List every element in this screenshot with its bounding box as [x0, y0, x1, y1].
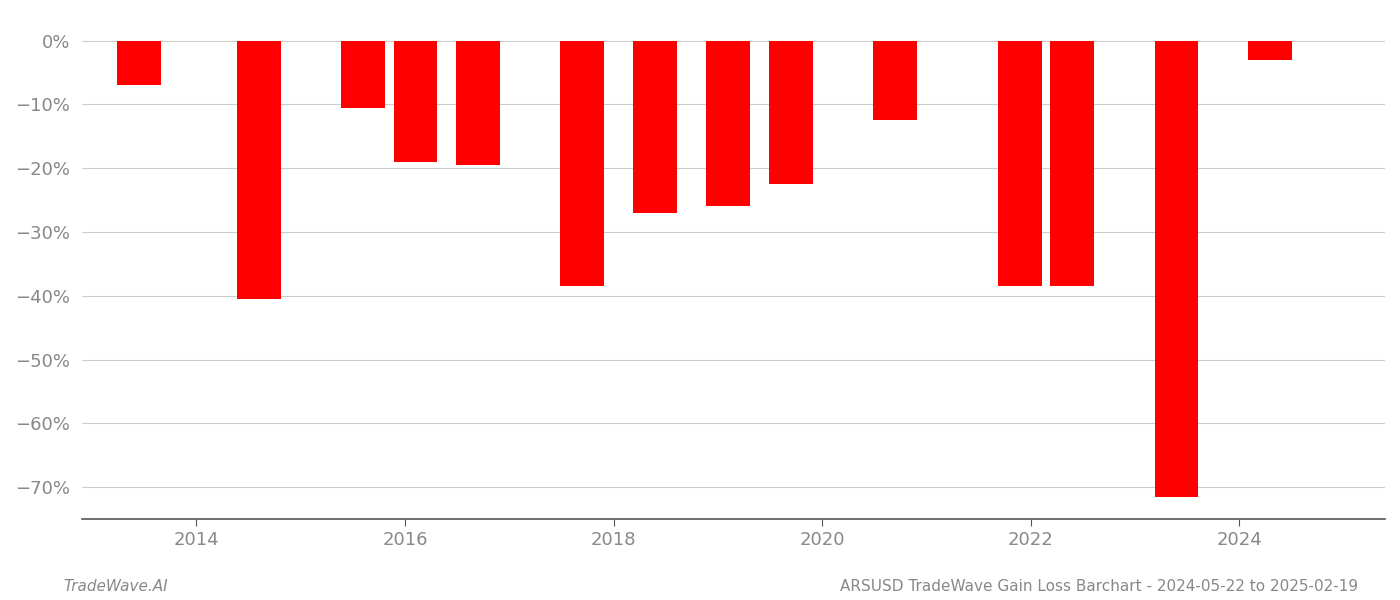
Bar	[393, 41, 437, 162]
Bar	[874, 41, 917, 121]
Bar	[1155, 41, 1198, 497]
Text: ARSUSD TradeWave Gain Loss Barchart - 2024-05-22 to 2025-02-19: ARSUSD TradeWave Gain Loss Barchart - 20…	[840, 579, 1358, 594]
Bar	[1050, 41, 1095, 286]
Bar	[456, 41, 500, 165]
Bar	[998, 41, 1042, 286]
Bar	[1249, 41, 1292, 59]
Bar	[342, 41, 385, 107]
Bar	[769, 41, 812, 184]
Bar	[633, 41, 678, 213]
Bar	[118, 41, 161, 85]
Bar	[706, 41, 750, 206]
Bar	[560, 41, 605, 286]
Text: TradeWave.AI: TradeWave.AI	[63, 579, 168, 594]
Bar	[237, 41, 281, 299]
